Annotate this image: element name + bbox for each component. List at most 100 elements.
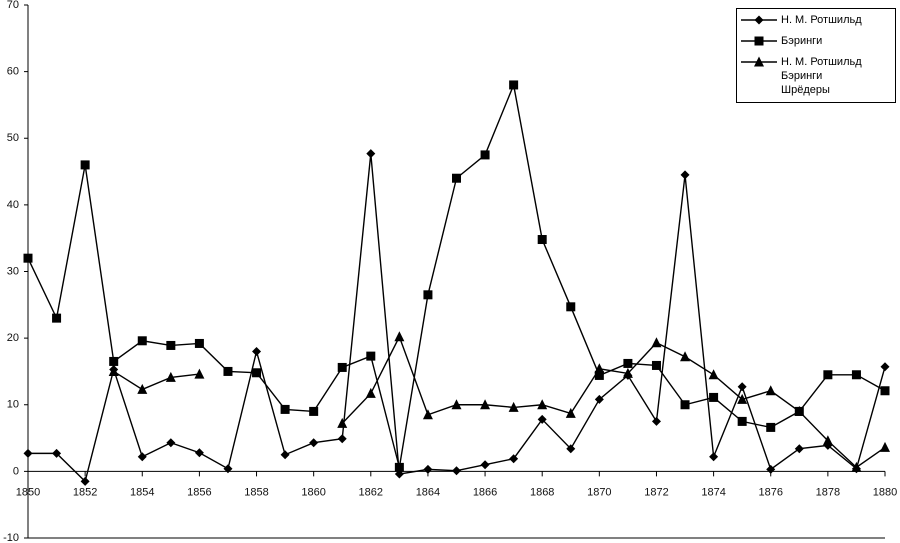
marker: [709, 452, 719, 462]
marker: [23, 253, 33, 263]
marker: [766, 464, 776, 474]
marker: [708, 369, 719, 380]
x-tick-label: 1852: [73, 486, 97, 498]
legend-label: Бэринги: [781, 35, 823, 47]
marker: [194, 448, 204, 458]
marker: [565, 407, 576, 418]
x-tick-label: 1860: [301, 486, 325, 498]
marker: [794, 405, 805, 416]
legend-entry: Бэринги: [737, 34, 895, 48]
marker: [594, 370, 604, 380]
marker: [509, 454, 519, 464]
marker: [537, 235, 547, 245]
x-tick-label: 1864: [416, 486, 440, 498]
marker: [137, 336, 147, 346]
marker: [452, 466, 461, 476]
marker: [394, 462, 404, 472]
marker: [337, 417, 348, 428]
y-tick-label: -10: [3, 532, 19, 543]
marker: [366, 351, 376, 361]
marker: [480, 460, 490, 470]
marker: [680, 351, 691, 362]
marker: [223, 366, 233, 376]
marker: [651, 416, 661, 426]
marker: [622, 367, 633, 378]
x-tick-label: 1878: [816, 486, 840, 498]
marker: [223, 464, 233, 474]
series-line: [113, 335, 886, 469]
x-tick-label: 1850: [16, 486, 40, 498]
marker: [451, 399, 462, 410]
marker: [566, 444, 576, 454]
y-tick-label: 40: [7, 199, 19, 211]
x-tick-label: 1856: [187, 486, 211, 498]
marker: [52, 313, 62, 323]
y-tick-label: 60: [7, 66, 19, 78]
marker: [80, 476, 90, 486]
legend-label: Н. М. Ротшильд Бэринги Шрёдеры: [781, 56, 862, 96]
marker: [280, 450, 290, 460]
marker: [509, 80, 519, 90]
marker: [754, 15, 764, 25]
marker: [252, 346, 262, 356]
marker: [680, 400, 690, 410]
series-line: [28, 153, 886, 483]
marker: [23, 448, 33, 458]
marker: [851, 461, 862, 472]
marker: [280, 404, 290, 414]
marker: [365, 387, 376, 398]
marker: [337, 362, 347, 372]
y-tick-label: 30: [7, 265, 19, 277]
marker: [709, 392, 719, 402]
marker: [452, 173, 461, 183]
legend-icon: [741, 15, 777, 25]
marker: [194, 338, 204, 348]
marker: [423, 290, 433, 300]
x-tick-label: 1874: [701, 486, 725, 498]
marker: [480, 150, 490, 160]
marker: [137, 452, 147, 462]
y-tick-label: 10: [7, 399, 19, 411]
marker: [252, 368, 262, 378]
marker: [651, 337, 662, 348]
legend-icon: [741, 36, 777, 46]
marker: [566, 302, 576, 312]
y-tick-label: 50: [7, 132, 19, 144]
x-tick-label: 1876: [758, 486, 782, 498]
marker: [880, 362, 890, 372]
marker: [794, 444, 804, 454]
legend-label: Н. М. Ротшильд: [781, 14, 862, 26]
y-tick-label: 20: [7, 332, 19, 344]
marker: [194, 368, 205, 379]
marker: [423, 464, 433, 474]
legend: Н. М. Ротшильд Бэринги Н. М. Ротшильд Бэри…: [736, 8, 896, 103]
marker: [508, 401, 519, 412]
y-tick-label: 0: [13, 465, 19, 477]
marker: [737, 416, 747, 426]
marker: [822, 435, 833, 446]
marker: [109, 356, 119, 366]
marker: [765, 385, 776, 396]
marker: [851, 370, 861, 380]
legend-entry: Н. М. Ротшильд Бэринги Шрёдеры: [737, 55, 895, 97]
x-tick-label: 1880: [873, 486, 897, 498]
marker: [309, 406, 319, 416]
marker: [737, 382, 747, 392]
marker: [52, 448, 62, 458]
marker: [366, 149, 376, 159]
marker: [394, 331, 405, 342]
marker: [165, 371, 176, 382]
marker: [880, 441, 890, 452]
marker: [623, 358, 633, 368]
x-tick-label: 1872: [644, 486, 668, 498]
marker: [594, 363, 605, 374]
x-tick-label: 1870: [587, 486, 611, 498]
legend-entry: Н. М. Ротшильд: [737, 13, 895, 27]
x-tick-label: 1862: [359, 486, 383, 498]
marker: [108, 365, 119, 376]
y-tick-label: 70: [7, 0, 19, 11]
marker: [737, 393, 748, 404]
x-tick-label: 1858: [244, 486, 268, 498]
